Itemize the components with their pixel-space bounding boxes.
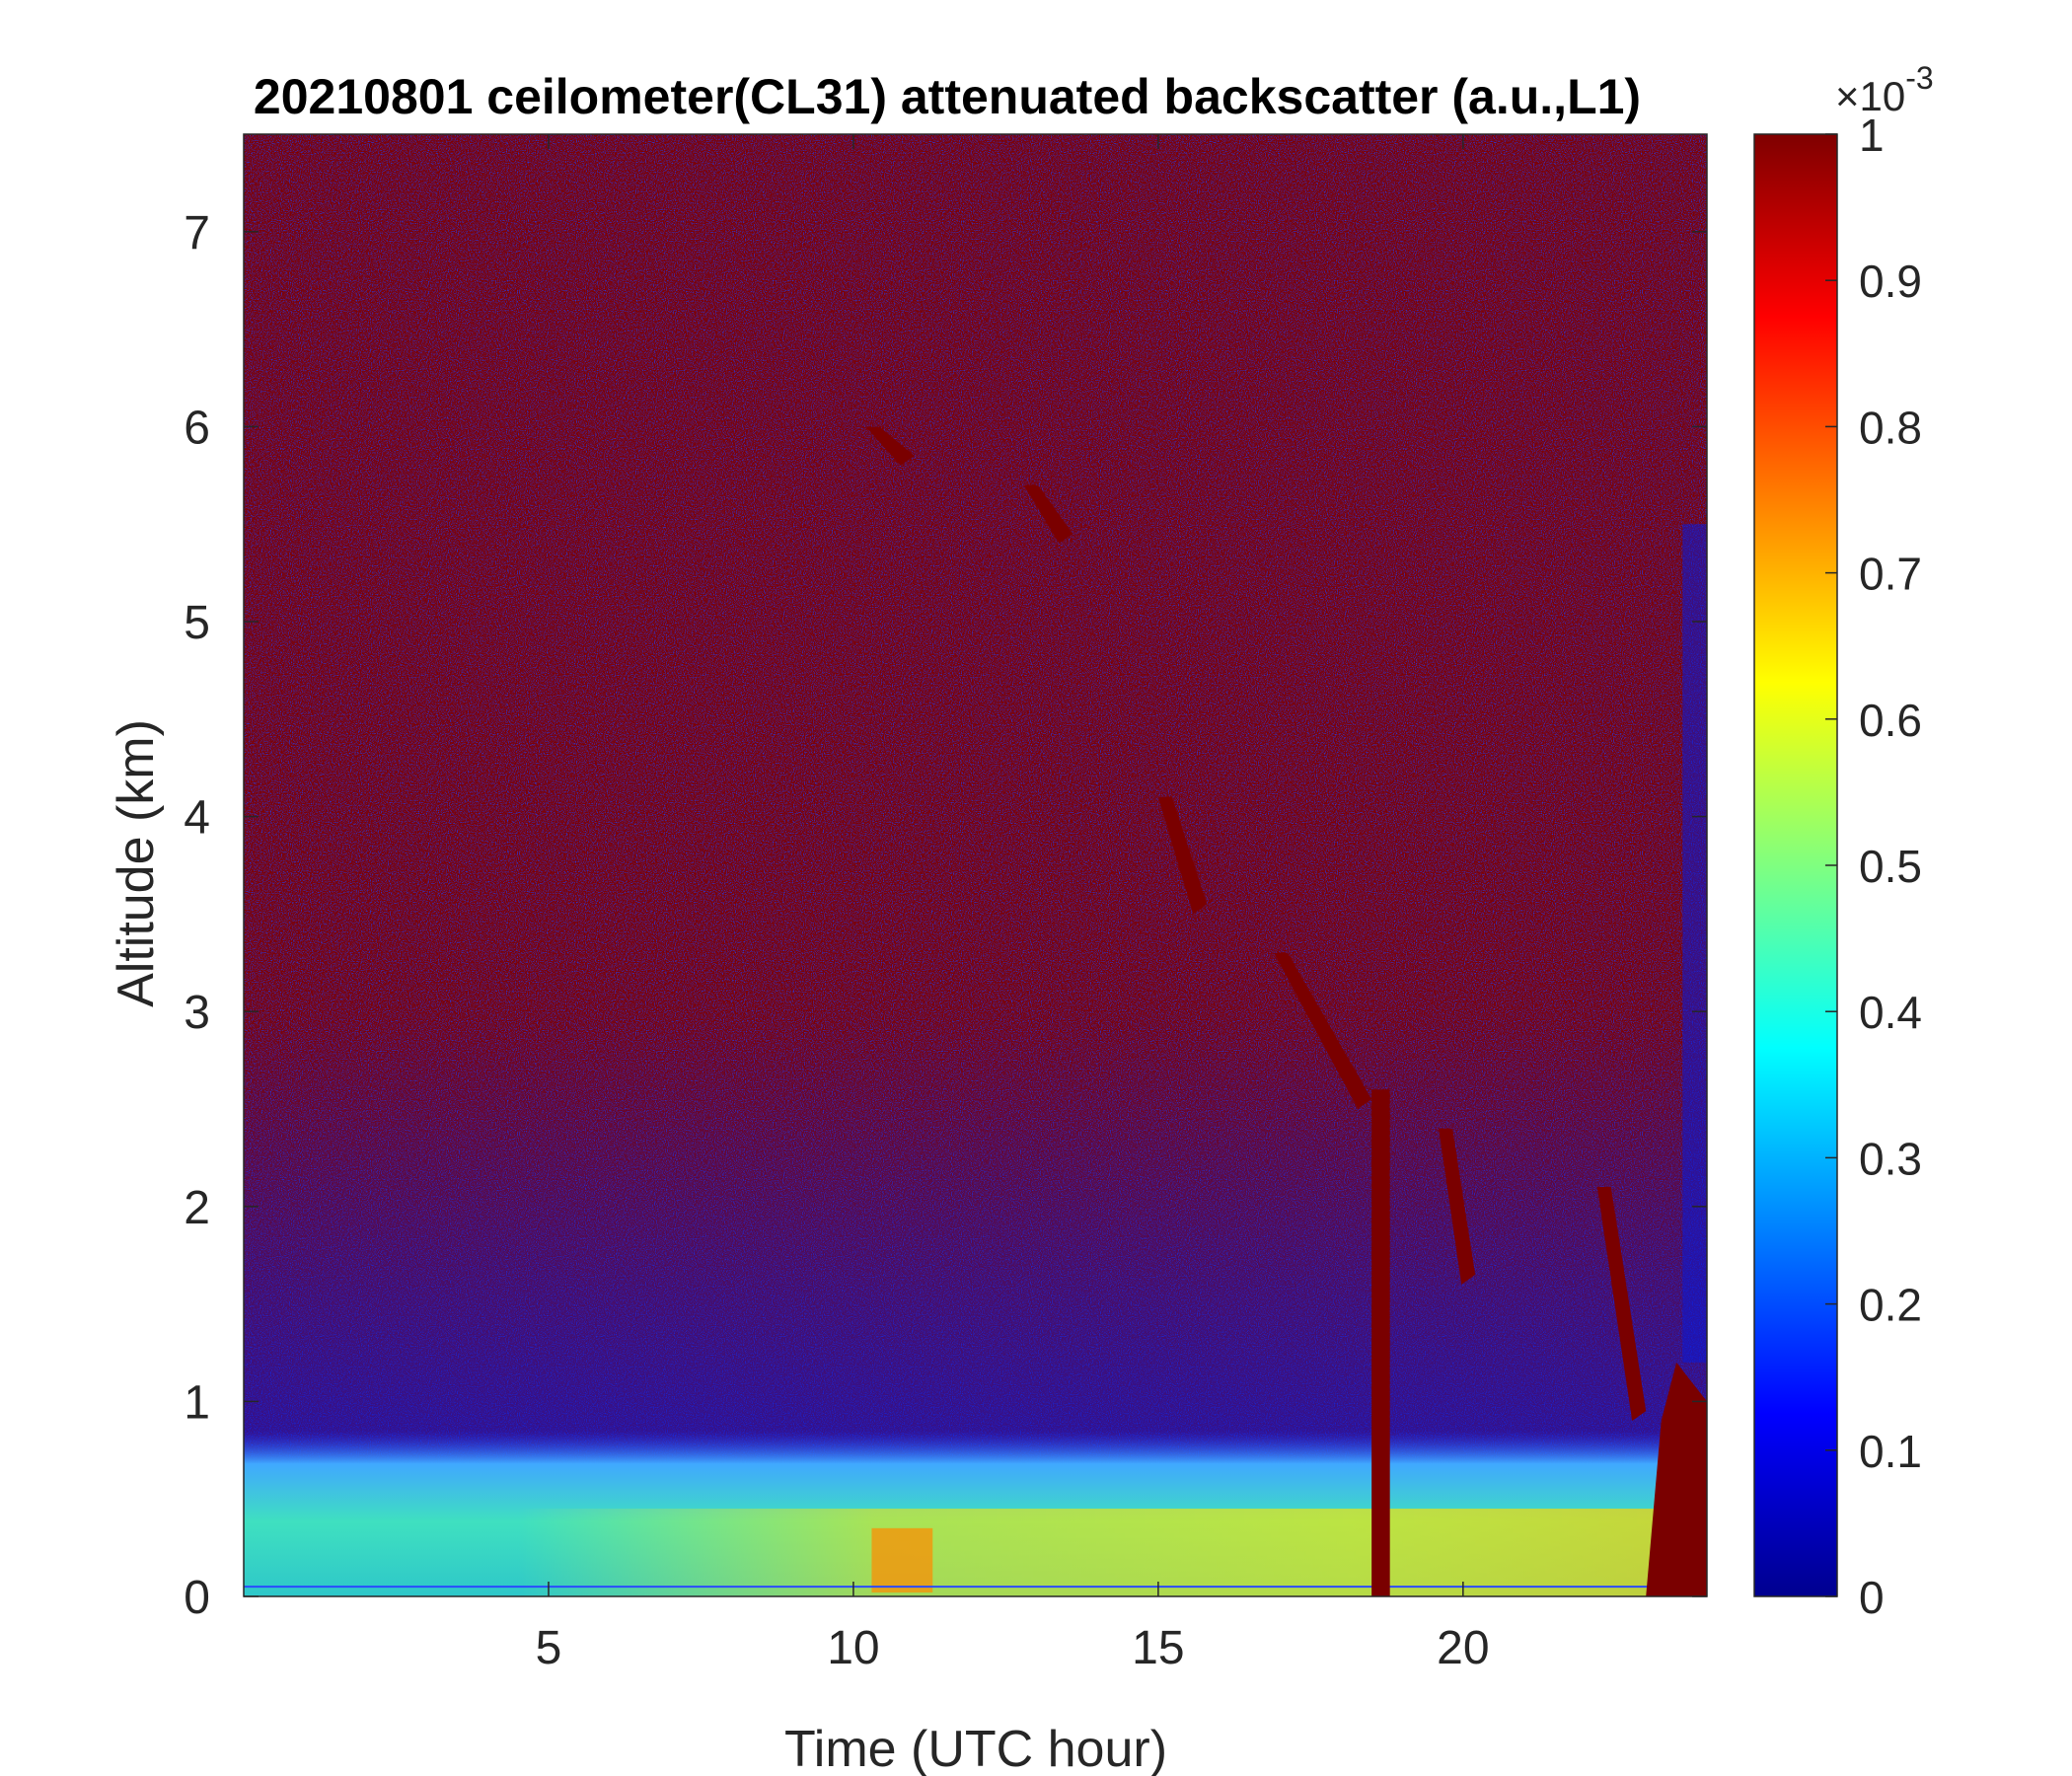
- x-tick-label: 15: [1132, 1622, 1184, 1674]
- boundary-layer-warm: [518, 1509, 1707, 1596]
- x-tick-label: 20: [1437, 1622, 1489, 1674]
- colorbar-exponent-power: -3: [1905, 60, 1933, 96]
- y-axis: 0 1 2 3 4 5 6 7: [184, 207, 1707, 1624]
- colorbar-tick-label: 0.8: [1859, 402, 1922, 453]
- y-axis-label: Altitude (km): [108, 719, 165, 1007]
- y-tick-label: 5: [184, 597, 210, 649]
- colorbar-tick-label: 0.4: [1859, 987, 1922, 1038]
- colorbar-gradient: [1753, 133, 1838, 1597]
- feature-low-cloud-8: [1646, 1362, 1707, 1596]
- colorbar-tick-label: 0.2: [1859, 1280, 1922, 1331]
- colorbar-exponent-base: ×10: [1835, 73, 1905, 119]
- feature-cloud-streak-4: [1274, 952, 1372, 1109]
- colorbar-tick-label: 1: [1859, 110, 1885, 161]
- colorbar-tick-label: 0.3: [1859, 1133, 1922, 1184]
- plot-area: [244, 134, 1707, 1596]
- colorbar: 0 0.1 0.2 0.3 0.4 0.5 0.6 0.7 0.8 0.9 1×10-3: [1753, 60, 1934, 1623]
- feature-cloud-streak-7: [1596, 1187, 1647, 1422]
- feature-cloud-streak-1: [865, 426, 915, 466]
- colorbar-tick-label: 0.7: [1859, 549, 1922, 600]
- feature-cloud-streak-6: [1439, 1128, 1476, 1285]
- feature-cloud-column-5: [1371, 1089, 1390, 1596]
- y-tick-label: 1: [184, 1376, 210, 1429]
- plot-frame: [243, 133, 1708, 1597]
- chart-title: 20210801 ceilometer(CL31) attenuated bac…: [254, 69, 1641, 124]
- colorbar-tick-label: 0.9: [1859, 256, 1922, 307]
- colorbar-exponent: ×10-3: [1835, 60, 1934, 119]
- colorbar-tick-label: 0: [1859, 1572, 1885, 1623]
- y-tick-label: 2: [184, 1182, 210, 1234]
- colorbar-tick-label: 0.6: [1859, 695, 1922, 746]
- x-tick-label: 10: [827, 1622, 879, 1674]
- colorbar-tick-label: 0.1: [1859, 1426, 1922, 1477]
- y-tick-label: 7: [184, 207, 210, 259]
- y-tick-label: 3: [184, 987, 210, 1039]
- colorbar-tick-label: 0.5: [1859, 841, 1922, 892]
- feature-cloud-streak-3: [1157, 796, 1208, 915]
- feature-cloud-streak-2: [1023, 484, 1073, 544]
- y-tick-label: 4: [184, 792, 210, 845]
- x-axis-label: Time (UTC hour): [784, 1721, 1167, 1776]
- x-tick-label: 5: [536, 1622, 562, 1674]
- y-tick-label: 0: [184, 1572, 210, 1624]
- y-tick-label: 6: [184, 402, 210, 454]
- x-axis: 5 10 15 20: [536, 134, 1490, 1674]
- heatmap-edge-band: [1682, 524, 1707, 1363]
- boundary-layer-peak: [871, 1527, 933, 1593]
